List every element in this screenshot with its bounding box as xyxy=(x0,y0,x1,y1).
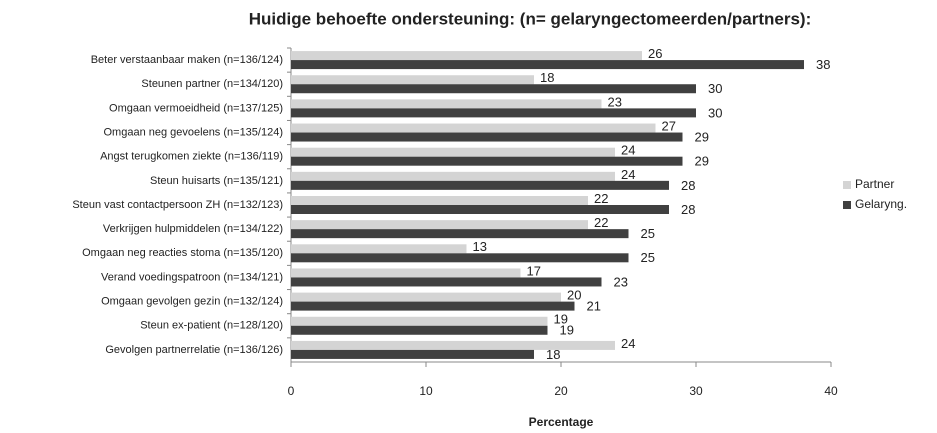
value-label: 28 xyxy=(681,178,695,193)
bar xyxy=(291,277,602,287)
value-label: 30 xyxy=(708,81,722,96)
x-tick-label: 40 xyxy=(824,384,838,398)
value-label: 25 xyxy=(641,226,655,241)
value-label: 23 xyxy=(608,94,622,109)
value-label: 25 xyxy=(641,250,655,265)
category-label: Steun ex-patient (n=128/120) xyxy=(140,320,283,332)
value-label: 19 xyxy=(554,312,568,327)
bar xyxy=(291,349,534,359)
x-tick-label: 0 xyxy=(288,384,295,398)
bar xyxy=(291,171,615,181)
category-label: Beter verstaanbaar maken (n=136/124) xyxy=(91,54,283,66)
bar xyxy=(291,316,548,326)
bar xyxy=(291,244,467,254)
legend-label: Partner xyxy=(855,177,894,191)
value-label: 17 xyxy=(527,263,541,278)
value-label: 23 xyxy=(614,274,628,289)
value-label: 22 xyxy=(594,191,608,206)
x-tick-label: 20 xyxy=(554,384,568,398)
category-label: Angst terugkomen ziekte (n=136/119) xyxy=(100,151,283,163)
value-label: 29 xyxy=(695,154,709,169)
value-label: 26 xyxy=(648,46,662,61)
category-label: Omgaan neg gevoelens (n=135/124) xyxy=(104,126,284,138)
value-label: 24 xyxy=(621,336,635,351)
category-label: Steun huisarts (n=135/121) xyxy=(150,175,283,187)
legend-swatch xyxy=(843,181,851,189)
bar xyxy=(291,253,629,263)
bar xyxy=(291,325,548,335)
category-label: Steunen partner (n=134/120) xyxy=(141,78,283,90)
bar xyxy=(291,123,656,133)
bar xyxy=(291,60,804,70)
value-label: 21 xyxy=(587,299,601,314)
category-label: Omgaan vermoeidheid (n=137/125) xyxy=(109,102,283,114)
category-label: Verkrijgen hulpmiddelen (n=134/122) xyxy=(103,223,283,235)
bar xyxy=(291,132,683,142)
bar xyxy=(291,84,696,94)
category-label: Gevolgen partnerrelatie (n=136/126) xyxy=(105,344,283,356)
bar xyxy=(291,301,575,311)
bar xyxy=(291,220,588,230)
x-tick-label: 30 xyxy=(689,384,703,398)
value-label: 24 xyxy=(621,143,635,158)
bar xyxy=(291,180,669,190)
value-label: 20 xyxy=(567,288,581,303)
x-tick-label: 10 xyxy=(419,384,433,398)
value-label: 30 xyxy=(708,105,722,120)
x-axis-label: Percentage xyxy=(529,415,594,429)
value-label: 29 xyxy=(695,129,709,144)
category-label: Steun vast contactpersoon ZH (n=132/123) xyxy=(72,199,283,211)
category-label: Omgaan neg reacties stoma (n=135/120) xyxy=(82,247,283,259)
category-label: Verand voedingspatroon (n=134/121) xyxy=(101,271,283,283)
value-label: 28 xyxy=(681,202,695,217)
chart-title: Huidige behoefte ondersteuning: (n= gela… xyxy=(249,9,812,28)
value-label: 38 xyxy=(816,57,830,72)
bar xyxy=(291,75,534,85)
bar xyxy=(291,229,629,239)
category-label: Omgaan gevolgen gezin (n=132/124) xyxy=(101,296,283,308)
legend-swatch xyxy=(843,201,851,209)
value-label: 18 xyxy=(540,70,554,85)
bar xyxy=(291,196,588,205)
bar xyxy=(291,51,642,61)
bar xyxy=(291,268,521,278)
legend-label: Gelaryng. xyxy=(855,197,907,211)
bar xyxy=(291,99,602,109)
value-label: 19 xyxy=(560,323,574,338)
bar xyxy=(291,205,669,214)
bar xyxy=(291,292,561,302)
value-label: 22 xyxy=(594,215,608,230)
value-label: 27 xyxy=(662,118,676,133)
bar xyxy=(291,147,615,157)
bar xyxy=(291,108,696,118)
value-label: 13 xyxy=(473,239,487,254)
value-label: 24 xyxy=(621,167,635,182)
bar xyxy=(291,340,615,350)
value-label: 18 xyxy=(546,347,560,362)
bar xyxy=(291,156,683,166)
